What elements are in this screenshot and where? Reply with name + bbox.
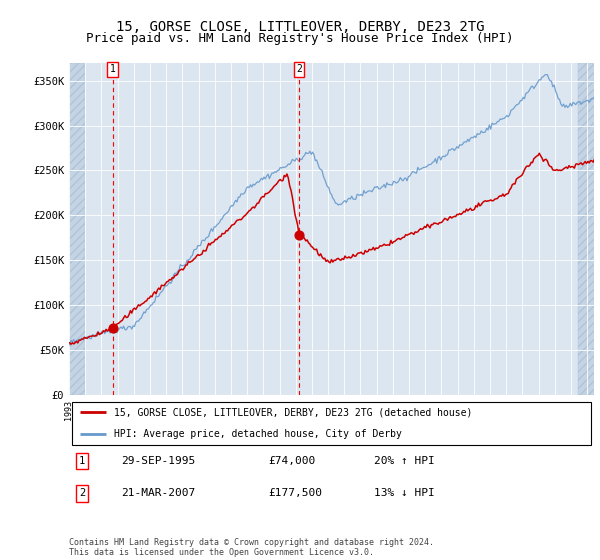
Text: 21-MAR-2007: 21-MAR-2007	[121, 488, 196, 498]
Point	[108, 324, 118, 333]
Text: £74,000: £74,000	[269, 456, 316, 466]
Bar	[578, 63, 600, 395]
Text: 20% ↑ HPI: 20% ↑ HPI	[373, 456, 434, 466]
FancyBboxPatch shape	[71, 402, 592, 445]
Text: 2: 2	[296, 64, 302, 74]
Point	[294, 231, 304, 240]
Text: 13% ↓ HPI: 13% ↓ HPI	[373, 488, 434, 498]
Text: £177,500: £177,500	[269, 488, 323, 498]
Text: Contains HM Land Registry data © Crown copyright and database right 2024.
This d: Contains HM Land Registry data © Crown c…	[69, 538, 434, 557]
Text: Price paid vs. HM Land Registry's House Price Index (HPI): Price paid vs. HM Land Registry's House …	[86, 32, 514, 45]
Text: 1: 1	[110, 64, 116, 74]
Text: 15, GORSE CLOSE, LITTLEOVER, DERBY, DE23 2TG (detached house): 15, GORSE CLOSE, LITTLEOVER, DERBY, DE23…	[113, 407, 472, 417]
Text: 15, GORSE CLOSE, LITTLEOVER, DERBY, DE23 2TG: 15, GORSE CLOSE, LITTLEOVER, DERBY, DE23…	[116, 20, 484, 34]
Text: 29-SEP-1995: 29-SEP-1995	[121, 456, 196, 466]
Text: 2: 2	[79, 488, 85, 498]
Bar	[69, 63, 85, 395]
Text: 1: 1	[79, 456, 85, 466]
Text: HPI: Average price, detached house, City of Derby: HPI: Average price, detached house, City…	[113, 429, 401, 439]
